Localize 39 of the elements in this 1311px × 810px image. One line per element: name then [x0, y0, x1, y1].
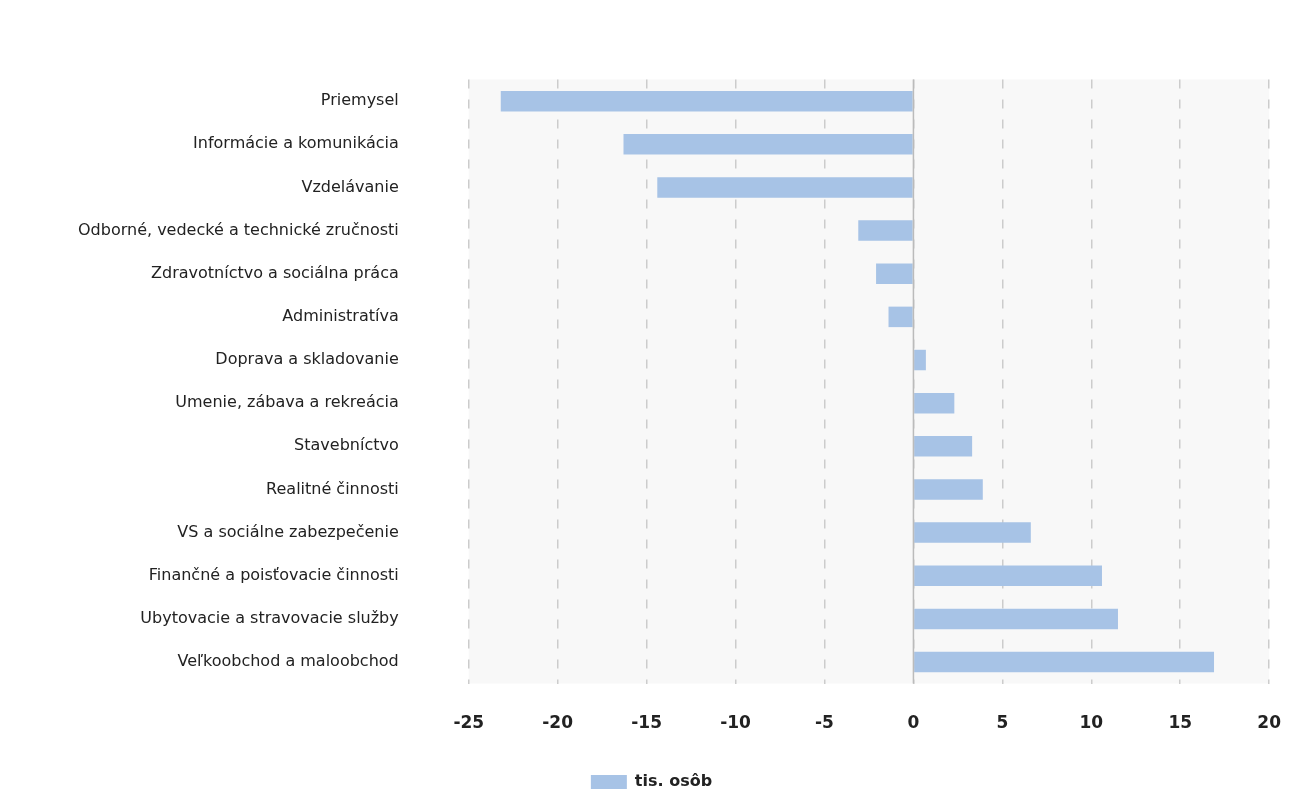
y-tick-label: Vzdelávanie: [301, 176, 399, 196]
bar: [914, 608, 1118, 630]
x-tick-label: 20: [1257, 712, 1282, 733]
y-tick-label: Odborné, vedecké a technické zručnosti: [78, 219, 399, 239]
y-tick-label: Umenie, zábava a rekreácia: [175, 392, 399, 412]
x-tick-label: -5: [815, 712, 834, 733]
bar: [914, 522, 1031, 543]
bar: [858, 220, 913, 241]
y-tick-label: Informácie a komunikácia: [193, 133, 399, 153]
bar: [914, 436, 973, 457]
y-tick-label: Ubytovacie a stravovacie služby: [140, 608, 399, 628]
bar: [500, 90, 913, 112]
y-tick-label: Administratíva: [282, 306, 399, 326]
bar: [888, 306, 913, 328]
bar: [914, 651, 1215, 673]
bar: [876, 263, 913, 284]
y-tick-label: Realitné činnosti: [266, 478, 399, 498]
bar: [914, 349, 926, 371]
x-tick-label: 0: [907, 712, 920, 733]
x-tick-label: -15: [631, 712, 662, 733]
bar: [657, 177, 913, 198]
x-tick-label: -25: [453, 712, 485, 733]
x-tick-label: 5: [996, 712, 1009, 733]
y-tick-label: Priemysel: [320, 90, 399, 110]
y-tick-label: VS a sociálne zabezpečenie: [177, 521, 399, 541]
bar: [914, 565, 1102, 586]
legend-label: tis. osôb: [634, 771, 713, 791]
bar: [914, 479, 983, 500]
x-tick-label: 15: [1168, 712, 1193, 733]
y-tick-label: Stavebníctvo: [294, 435, 399, 455]
y-tick-label: Doprava a skladovanie: [215, 349, 399, 369]
bar: [914, 392, 955, 414]
y-tick-label: Finančné a poisťovacie činnosti: [148, 564, 399, 584]
x-tick-label: -10: [720, 712, 752, 733]
bar: [623, 134, 913, 155]
x-tick-label: -20: [542, 712, 574, 733]
x-tick-label: 10: [1079, 712, 1104, 733]
y-tick-label: Veľkoobchod a maloobchod: [177, 651, 399, 671]
y-tick-label: Zdravotníctvo a sociálna práca: [151, 262, 399, 282]
